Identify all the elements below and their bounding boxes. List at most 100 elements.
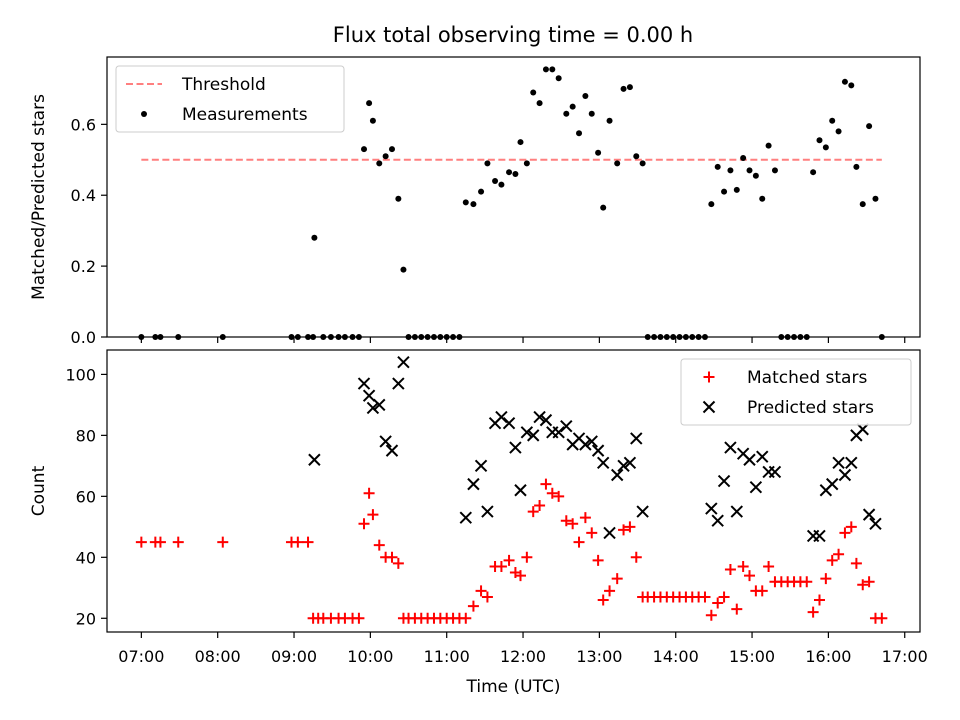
predicted-stars-point [502,416,516,430]
predicted-stars-point [552,426,565,439]
matched-stars-point [737,560,749,572]
predicted-stars-point [467,477,480,491]
predicted-stars-point [514,484,527,497]
matched-stars-point [546,487,558,499]
matched-stars-point [540,478,552,490]
predicted-stars-point [705,502,718,515]
legend-bottom: Matched stars Predicted stars [680,358,912,426]
predicted-stars-point [397,355,410,369]
measurement-point [563,110,570,117]
predicted-stars-point [509,441,522,454]
matched-stars-point [363,487,375,499]
legend-label-bottom-0: Matched stars [747,368,867,388]
predicted-stars-point [711,514,724,527]
predicted-stars-point [366,401,380,415]
predicted-stars-point [603,526,616,540]
predicted-stars-point [749,480,763,494]
predicted-stars-point [813,529,826,543]
predicted-stars-point [596,456,610,470]
matched-stars-point [386,551,398,563]
matched-stars-point [863,576,875,588]
measurement-point [498,181,505,188]
predicted-stars-point [623,456,637,470]
measurement-point [835,128,842,135]
predicted-stars-point [495,410,508,424]
predicted-stars-point [826,477,839,491]
y-tick-label-bottom-4: 100 [65,365,96,384]
matched-stars-point [839,527,851,539]
measurement-point [721,188,728,195]
predicted-stars-point [560,420,573,433]
predicted-stars-point [768,465,782,479]
matched-stars-point [756,585,768,597]
matched-stars-point [172,536,184,548]
predicted-stars-point [636,505,649,518]
predicted-stars-point [832,456,845,470]
measurement-point [484,160,491,167]
matched-stars-point [724,564,736,576]
predicted-stars-point [308,453,321,466]
measurement-point [759,195,766,202]
measurement-point [512,170,519,177]
predicted-stars-point [385,444,399,457]
matched-stars-point [597,594,609,606]
legend-box-top [115,65,345,133]
predicted-stars-point [730,505,743,518]
chart-title: Flux total observing time = 0.00 h [333,23,693,47]
measurement-point [536,100,543,107]
matched-stars-point [495,560,507,572]
measurement-point [639,160,646,167]
measurement-point [829,117,836,124]
matched-stars-point [586,527,598,539]
predicted-stars-point [362,389,376,402]
legend-label-top-1: Measurements [182,105,308,125]
matched-stars-point [699,591,711,603]
measurement-point [517,139,524,146]
legend-predicted-marker [702,400,716,414]
predicted-stars-point [610,468,624,482]
y-axis-label-top: Matched/Predicted stars [29,94,49,300]
measurement-point [523,160,530,167]
matched-stars-point [302,536,314,548]
matched-stars-point [820,573,832,585]
measurement-point [542,66,549,73]
predicted-stars-point [630,432,643,445]
matched-stars-point [718,591,730,603]
predicted-stars-point [533,410,546,424]
matched-stars-point [358,518,370,530]
y-tick-label-bottom-1: 40 [76,548,96,567]
measurement-point [478,188,485,195]
predicted-stars-point [838,468,852,482]
measurement-point [853,163,860,170]
measurement-point [816,137,823,144]
matched-stars-point [553,490,565,502]
measurement-point [549,66,556,73]
matched-stars-point [573,536,585,548]
matched-stars-point [850,557,862,569]
y-tick-label-bottom-3: 80 [76,426,96,445]
predicted-stars-point [756,450,769,463]
predicted-stars-point [379,435,392,448]
measurement-point [848,82,855,89]
measurement-point [361,146,368,153]
matched-stars-point [845,521,857,533]
measurement-point [633,153,640,160]
predicted-stars-point [459,511,472,524]
x-tick-label-8: 15:00 [729,647,775,666]
matched-stars-point [826,554,838,566]
matched-stars-point [813,594,825,606]
x-tick-label-5: 12:00 [500,647,546,666]
measurement-point [400,266,407,273]
legend-top: Threshold Measurements [115,65,345,133]
x-tick-label-10: 17:00 [882,647,928,666]
matched-stars-point [353,612,365,624]
measurement-point [765,142,772,149]
matched-stars-point [135,536,147,548]
predicted-stars-point [717,474,731,488]
matched-stars-point [592,554,604,566]
matched-stars-point [712,597,724,609]
x-tick-label-4: 11:00 [424,647,470,666]
matched-stars-point [367,509,379,521]
matched-stars-point [460,612,472,624]
